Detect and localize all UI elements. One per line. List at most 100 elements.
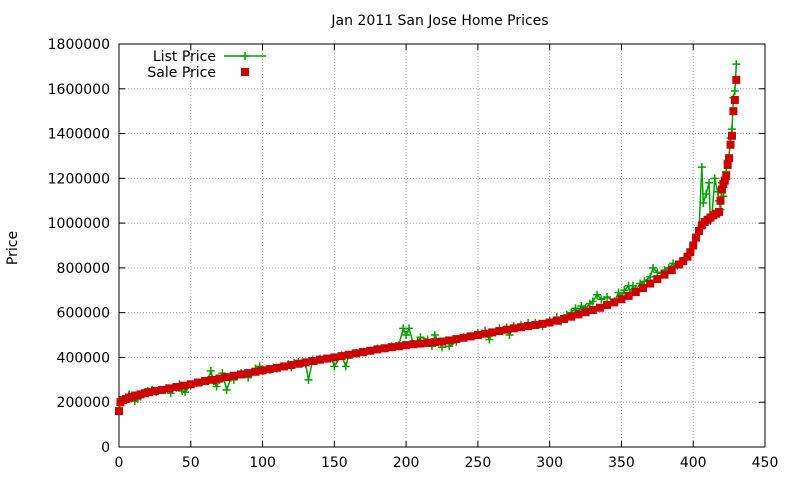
sale-price-point — [481, 329, 490, 338]
y-tick-label: 1400000 — [48, 127, 110, 143]
sale-price-point — [337, 352, 346, 361]
list-price-point — [727, 125, 736, 134]
x-tick-label: 250 — [465, 455, 492, 471]
sale-price-point — [574, 310, 583, 319]
sale-price-point — [727, 131, 736, 140]
sale-price-point — [308, 357, 317, 366]
sale-price-point — [244, 369, 253, 378]
sale-price-point — [560, 314, 569, 323]
y-tick-label: 0 — [101, 440, 110, 456]
sale-price-point — [729, 107, 738, 116]
y-tick-label: 1800000 — [48, 37, 110, 53]
x-tick-label: 150 — [321, 455, 348, 471]
sale-price-point — [145, 388, 154, 397]
sale-price-point — [667, 266, 676, 275]
sale-price-point — [717, 185, 726, 194]
series-sale-price — [115, 75, 741, 416]
sale-price-point — [132, 391, 141, 400]
list-price-point — [402, 331, 411, 340]
sale-price-point — [516, 323, 525, 332]
legend-label-list-price: List Price — [153, 49, 216, 65]
list-price-point — [697, 163, 706, 172]
sale-price-point — [172, 382, 181, 391]
sale-price-point — [359, 348, 368, 357]
sale-price-point — [631, 288, 640, 297]
y-tick-label: 1600000 — [48, 82, 110, 98]
sale-price-point — [136, 390, 145, 399]
list-price-point — [603, 292, 612, 301]
list-price-point — [404, 324, 413, 333]
list-price-point — [705, 178, 714, 187]
sale-price-point — [692, 233, 701, 242]
y-tick-label: 1000000 — [48, 216, 110, 232]
sale-price-point — [653, 275, 662, 284]
sale-price-point — [538, 319, 547, 328]
sale-price-point — [445, 336, 454, 345]
list-price-point — [710, 174, 719, 183]
sale-price-point — [488, 328, 497, 337]
x-tick-label: 50 — [182, 455, 200, 471]
series-list-price — [115, 60, 741, 416]
sale-price-point — [301, 358, 310, 367]
sale-price-point — [730, 95, 739, 104]
sale-price-point — [186, 380, 195, 389]
sale-price-point — [679, 257, 688, 266]
sale-price-point — [323, 354, 332, 363]
legend-symbol-list-price — [224, 52, 266, 60]
x-tick-label: 0 — [115, 455, 124, 471]
list-price-point — [341, 362, 350, 371]
sale-price-point — [193, 378, 202, 387]
axis-layer: 0 50 100 150 200 250 300 350 400 450 0 200000 400000… — [48, 37, 779, 471]
sale-price-point — [674, 260, 683, 269]
legend-label-sale-price: Sale Price — [147, 65, 216, 81]
sale-price-point — [272, 363, 281, 372]
sale-price-point — [720, 176, 729, 185]
list-price-point — [222, 385, 231, 394]
sale-price-point — [524, 322, 533, 331]
sale-price-point — [416, 339, 425, 348]
sale-price-point — [723, 160, 732, 169]
sale-price-point — [581, 308, 590, 317]
list-price-point — [430, 331, 439, 340]
sale-price-point — [531, 320, 540, 329]
list-price-point — [699, 198, 708, 207]
sale-price-point — [438, 337, 446, 346]
sale-price-point — [459, 333, 468, 342]
sale-price-point — [330, 353, 339, 362]
sale-price-point — [694, 226, 703, 235]
legend-marker-list-price — [241, 52, 249, 60]
sale-price-point — [689, 241, 698, 250]
sale-price-point — [201, 376, 210, 385]
sale-price-point — [294, 359, 303, 368]
sale-price-point — [473, 331, 482, 340]
list-price-point — [730, 87, 739, 96]
list-price-point — [597, 295, 606, 304]
sale-price-point — [722, 172, 731, 181]
list-price-point — [206, 366, 215, 375]
sale-price-point — [158, 385, 167, 394]
legend-symbol-sale-price — [241, 68, 249, 76]
sale-price-point — [229, 371, 238, 380]
sale-price-point — [208, 375, 217, 384]
sale-price-point — [222, 373, 231, 382]
sale-price-point — [588, 305, 597, 314]
sale-price-point — [394, 342, 403, 351]
list-price-point — [732, 60, 741, 69]
sale-price-point — [725, 154, 734, 163]
x-tick-label: 400 — [680, 455, 707, 471]
sale-price-point — [373, 345, 382, 354]
list-price-point — [649, 263, 658, 272]
sale-price-point — [215, 374, 224, 383]
sale-price-point — [624, 291, 633, 300]
sale-price-point — [732, 75, 741, 84]
x-tick-label: 450 — [752, 455, 779, 471]
sale-price-point — [387, 343, 396, 352]
y-tick-label: 800000 — [57, 261, 110, 277]
sale-price-point — [715, 207, 724, 216]
sale-price-point — [165, 384, 174, 393]
sale-price-point — [430, 338, 439, 347]
sale-price-point — [509, 324, 518, 333]
y-tick-label: 1200000 — [48, 171, 110, 187]
sale-price-point — [683, 252, 692, 261]
